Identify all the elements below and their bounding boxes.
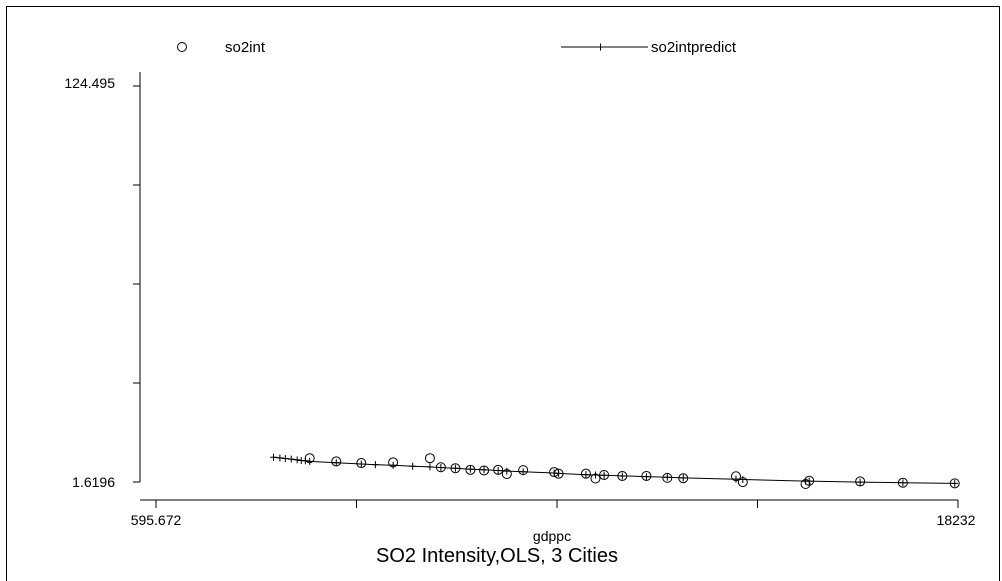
so2int-point <box>897 477 908 488</box>
so2int-point <box>501 469 512 480</box>
so2intpredict-point <box>389 461 397 469</box>
so2intpredict-point <box>480 466 488 474</box>
so2intpredict-point <box>332 459 340 467</box>
so2int-point <box>662 472 673 483</box>
x-ticks <box>155 500 959 508</box>
x-axis-title: gdppc <box>533 528 571 544</box>
so2intpredict-point <box>426 463 434 471</box>
so2intpredict-point <box>357 460 365 468</box>
legend-circle-marker <box>177 42 187 52</box>
so2intpredict-point <box>642 473 650 481</box>
so2intpredict-point <box>519 468 527 476</box>
legend-plus-marker <box>597 43 604 51</box>
so2int-point <box>331 456 342 467</box>
so2int-point <box>465 464 476 475</box>
so2intpredict-point <box>856 478 864 486</box>
so2int-point <box>450 463 461 474</box>
so2int-point <box>356 458 367 469</box>
chart-frame <box>6 6 1000 581</box>
so2int-point <box>388 457 399 468</box>
x-tick-label-max: 18232 <box>937 512 976 528</box>
so2intpredict-point <box>306 457 314 465</box>
y-tick-label-min: 1.6196 <box>72 474 115 490</box>
so2int-point <box>590 473 601 484</box>
so2int-point <box>518 465 529 476</box>
so2intpredict-point <box>451 464 459 472</box>
so2intpredict-point <box>276 454 284 462</box>
so2intpredict-point <box>503 467 511 475</box>
so2intpredict-point <box>437 464 445 472</box>
so2int-point <box>800 478 811 489</box>
so2intpredict-point <box>270 453 278 461</box>
so2int-point <box>804 475 815 486</box>
so2intpredict-point <box>281 455 289 463</box>
so2int-point <box>549 467 560 478</box>
y-tick-label-max: 124.495 <box>64 75 115 91</box>
legend-label-so2intpredict: so2intpredict <box>651 39 737 56</box>
so2intpredict-point <box>293 456 301 464</box>
so2intpredict-point <box>679 474 687 482</box>
so2int-point <box>479 465 490 476</box>
legend-label-so2int: so2int <box>225 39 266 56</box>
so2int-point <box>617 470 628 481</box>
so2int-point <box>553 468 564 479</box>
so2int-point <box>580 468 591 479</box>
so2intpredict-point <box>287 455 295 463</box>
so2int-point <box>678 473 689 484</box>
so2int-point <box>730 471 741 482</box>
y-ticks <box>133 85 140 483</box>
so2intpredict-point <box>951 479 959 487</box>
x-tick-label-min: 595.672 <box>131 512 182 528</box>
so2intpredict-point <box>582 471 590 479</box>
so2intpredict-line <box>273 456 955 484</box>
so2int-point <box>737 477 748 488</box>
chart-title: SO2 Intensity,OLS, 3 Cities <box>376 545 618 567</box>
so2int-point <box>435 462 446 473</box>
so2intpredict-point <box>899 479 907 487</box>
so2int-point <box>949 478 960 489</box>
so2intpredict-point <box>494 466 502 474</box>
so2int-point <box>424 453 435 464</box>
plot-area <box>270 453 960 489</box>
so2intpredict-point <box>618 472 626 480</box>
so2int-point <box>304 453 315 464</box>
so2int-point <box>855 476 866 487</box>
so2int-point <box>493 464 504 475</box>
legend: so2int so2intpredict <box>177 39 737 56</box>
so2int-point <box>641 470 652 481</box>
so2intpredict-point <box>732 475 740 483</box>
so2intpredict-point <box>663 473 671 481</box>
so2intpredict-point <box>371 461 379 469</box>
so2intpredict-point <box>600 471 608 479</box>
so2intpredict-point <box>466 465 474 473</box>
so2intpredict-point <box>409 462 417 470</box>
so2int-point <box>599 469 610 480</box>
